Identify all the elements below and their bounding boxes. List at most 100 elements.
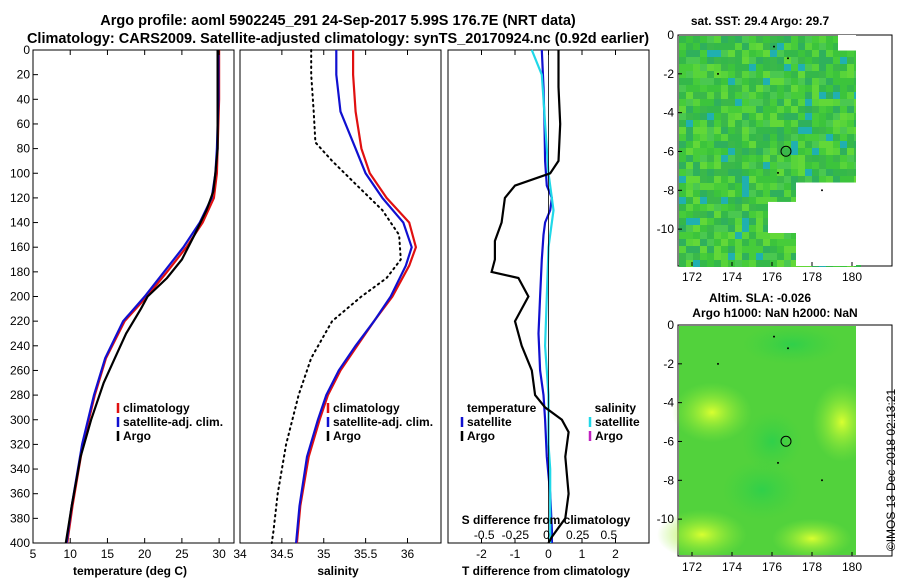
sst-map-cell	[777, 141, 784, 148]
difference-x2tick-label: -0.5	[474, 528, 495, 542]
sst-map-cell	[798, 155, 805, 162]
sst-map-cell	[791, 183, 798, 190]
sst-map-cell	[679, 155, 686, 162]
sst-map-cell	[763, 78, 770, 85]
temperature-ytick-label: 200	[10, 290, 30, 304]
sst-map-ytick-label: 0	[667, 28, 674, 42]
sst-map-nodata	[856, 36, 891, 265]
sst-map-cell	[763, 106, 770, 113]
sst-map-cell	[686, 148, 693, 155]
sst-map-cell	[714, 260, 721, 267]
sst-map-cell	[749, 246, 756, 253]
sst-map-ytick-label: -8	[663, 183, 674, 197]
sst-map-cell	[763, 113, 770, 120]
sla-map-subtitle: Argo h1000: NaN h2000: NaN	[692, 306, 857, 320]
sst-map-cell	[798, 43, 805, 50]
sst-map-cell	[756, 211, 763, 218]
sst-map-cell	[686, 232, 693, 239]
sst-map-cell	[686, 120, 693, 127]
sst-map-cell	[735, 71, 742, 78]
sst-map-cell	[749, 85, 756, 92]
sst-map-cell	[784, 246, 791, 253]
sst-map-cell	[707, 50, 714, 57]
sst-map-cell	[826, 176, 833, 183]
sla-map-ytick-label: -2	[663, 357, 674, 371]
salinity-series-climatology	[295, 50, 418, 544]
sst-map-cell	[756, 85, 763, 92]
sst-map-cell	[700, 36, 707, 43]
sla-map-xtick-label: 176	[762, 560, 782, 574]
sst-map-cell	[679, 183, 686, 190]
sst-map-cell	[819, 148, 826, 155]
sst-map-cell	[833, 57, 840, 64]
sst-map-cell	[728, 120, 735, 127]
sst-map-cell	[819, 36, 826, 43]
sla-map-ytick-label: -4	[663, 396, 674, 410]
sst-map-cell	[847, 64, 854, 71]
sst-map-cell	[763, 232, 770, 239]
sst-map-cell	[686, 127, 693, 134]
sst-map-cell	[840, 57, 847, 64]
sst-map-cell	[735, 204, 742, 211]
sla-map-xtick-label: 178	[802, 560, 822, 574]
sst-map-cell	[700, 183, 707, 190]
sst-map-cell	[777, 78, 784, 85]
sst-map-cell	[714, 225, 721, 232]
sst-map-cell	[707, 99, 714, 106]
sst-map-cell	[735, 141, 742, 148]
sst-map-cell	[679, 232, 686, 239]
sst-map-cell	[777, 176, 784, 183]
sst-map-cell	[693, 78, 700, 85]
sst-map-cell	[777, 113, 784, 120]
sst-map-cell	[840, 64, 847, 71]
sst-map-cell	[700, 211, 707, 218]
sst-map-cell	[686, 204, 693, 211]
sst-map-cell	[826, 155, 833, 162]
sst-map-cell	[777, 190, 784, 197]
sst-map-cell	[742, 232, 749, 239]
sst-map-cell	[798, 71, 805, 78]
sst-map-cell	[833, 43, 840, 50]
sst-map-cell	[840, 176, 847, 183]
difference-legend-left-label: Argo	[467, 429, 495, 443]
sst-map-cell	[749, 64, 756, 71]
sst-map-cell	[847, 92, 854, 99]
sst-map-cell	[784, 71, 791, 78]
sst-map-cell	[679, 50, 686, 57]
sst-map-cell	[798, 134, 805, 141]
sst-map-cell	[791, 106, 798, 113]
sst-map-cell	[812, 141, 819, 148]
sst-map-cell	[833, 127, 840, 134]
sst-map-cell	[749, 225, 756, 232]
sst-map-cell	[679, 78, 686, 85]
sst-map-cell	[721, 218, 728, 225]
sst-map-cell	[707, 232, 714, 239]
difference-series-t-satellite	[537, 49, 554, 543]
sst-map-cell	[693, 106, 700, 113]
sst-map-cell	[728, 64, 735, 71]
sst-map-cell	[679, 141, 686, 148]
sst-map-cell	[763, 36, 770, 43]
sst-map-cell	[749, 211, 756, 218]
sst-map-cell	[798, 148, 805, 155]
sla-map-anomaly	[742, 411, 802, 472]
salinity-legend-label: satellite-adj. clim.	[333, 415, 433, 429]
sst-map-cell	[833, 99, 840, 106]
sst-map-cell	[805, 92, 812, 99]
sst-map-cell	[777, 92, 784, 99]
sst-map-cell	[721, 232, 728, 239]
sst-map-cell	[826, 162, 833, 169]
difference-legend-right-header: salinity	[595, 401, 637, 415]
sst-map-cell	[721, 106, 728, 113]
sst-map-cell	[714, 127, 721, 134]
sst-map-cell	[693, 155, 700, 162]
sst-map-cell	[812, 99, 819, 106]
sst-map-cell	[763, 211, 770, 218]
sst-map-cell	[686, 239, 693, 246]
salinity-legend-label: climatology	[333, 401, 400, 415]
temperature-panel: 5 10 15 20 25 30 0 20 40 60 80 100 120 140 160 180 200 2…	[10, 43, 235, 578]
sst-map-cell	[777, 169, 784, 176]
sst-map-cell	[735, 225, 742, 232]
sst-map-cell	[791, 50, 798, 57]
